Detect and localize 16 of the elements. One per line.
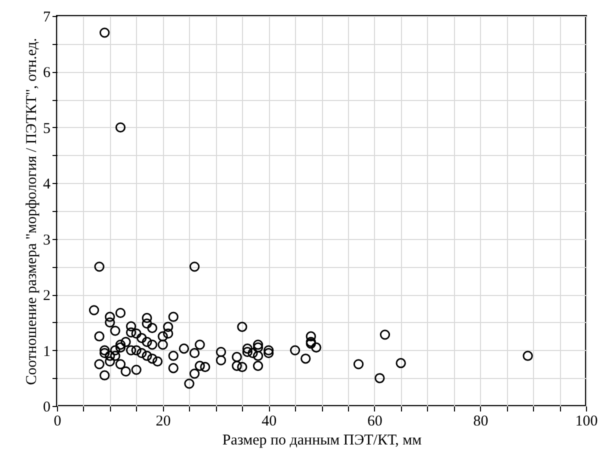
y-tick-label: 5 <box>43 120 50 137</box>
y-tick-label: 1 <box>43 344 50 360</box>
x-tick-label: 100 <box>575 414 598 430</box>
x-tick-label: 60 <box>367 414 382 430</box>
y-axis-title: Соотношение размера "морфология / ПЭТКТ", отн.ед. <box>24 38 40 386</box>
y-tick-label: 2 <box>43 288 50 304</box>
y-tick-label: 3 <box>43 232 50 248</box>
y-tick-label: 0 <box>43 400 50 416</box>
y-tick-label: 7 <box>43 10 51 26</box>
x-axis-title: Размер по данным ПЭТ/КТ, мм <box>222 432 422 448</box>
x-tick-label: 20 <box>156 414 171 430</box>
y-tick-label: 4 <box>43 176 51 193</box>
x-tick-label: 0 <box>54 414 62 430</box>
x-tick-label: 80 <box>473 414 488 430</box>
x-tick-label: 40 <box>262 414 277 430</box>
y-tick-label: 6 <box>43 65 51 82</box>
